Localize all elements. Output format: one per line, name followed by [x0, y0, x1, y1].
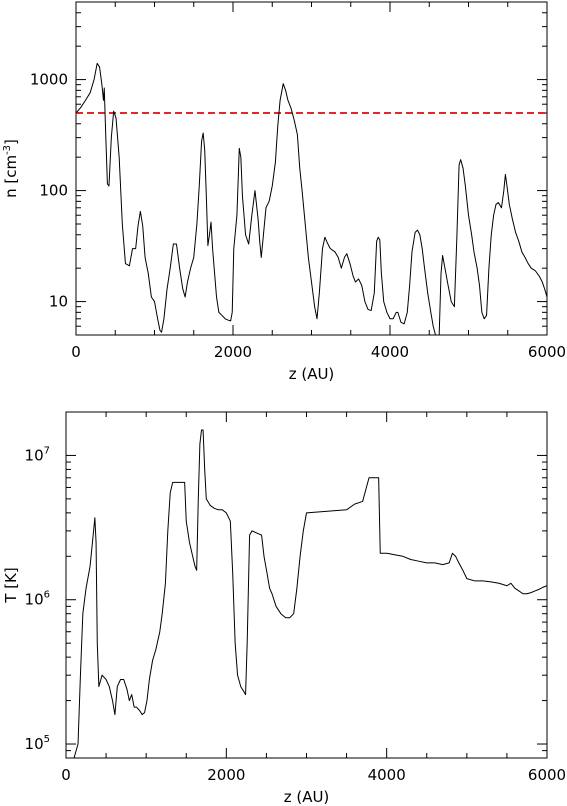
temperature-x-tick-label: 0: [61, 766, 71, 784]
density-y-tick-label: 10: [49, 293, 68, 311]
temperature-y-tick-label: 106: [25, 590, 50, 609]
density-y-tick-label: 100: [39, 182, 68, 200]
density-x-tick-label: 6000: [528, 343, 566, 361]
density-marks: [75, 1, 548, 336]
temperature-y-tick-label: 107: [25, 445, 50, 464]
temperature-x-axis-label: z (AU): [284, 788, 330, 806]
density-x-tick-label: 4000: [371, 343, 409, 361]
temperature-y-tick-label-base: 10: [25, 446, 44, 464]
temperature-x-tick-label: 6000: [528, 766, 566, 784]
temperature-marks: [65, 411, 548, 759]
temperature-y-tick-label-exponent: 5: [44, 734, 50, 745]
density-x-tick-label: 2000: [214, 343, 252, 361]
density-y-tick-label: 1000: [30, 71, 68, 89]
temperature-x-tick-label: 2000: [207, 766, 245, 784]
density-y-axis-label-main: n [cm: [2, 155, 20, 198]
temperature-series-line: [73, 429, 547, 758]
density-y-axis-label-close: ]: [2, 139, 20, 145]
temperature-y-tick-label: 105: [25, 734, 50, 753]
density-x-axis-label: z (AU): [289, 365, 335, 383]
temperature-y-tick-label-base: 10: [25, 591, 44, 609]
temperature-y-axis-label: T [K]: [2, 567, 20, 603]
density-y-axis-label: n [cm-3]: [2, 139, 20, 198]
temperature-y-tick-label-exponent: 7: [44, 445, 50, 456]
density-series-line: [76, 62, 547, 335]
temperature-y-tick-label-exponent: 6: [44, 590, 50, 601]
temperature-plot-frame: [65, 411, 548, 759]
temperature-y-tick-label-base: 10: [25, 735, 44, 753]
temperature-x-tick-label: 4000: [368, 766, 406, 784]
density-y-axis-label-exponent: -3: [2, 145, 13, 155]
density-chart: z (AU) n [cm-3] 0 2000 4000 6000 10 100 1000: [2, 1, 566, 383]
density-x-tick-label: 0: [71, 343, 81, 361]
